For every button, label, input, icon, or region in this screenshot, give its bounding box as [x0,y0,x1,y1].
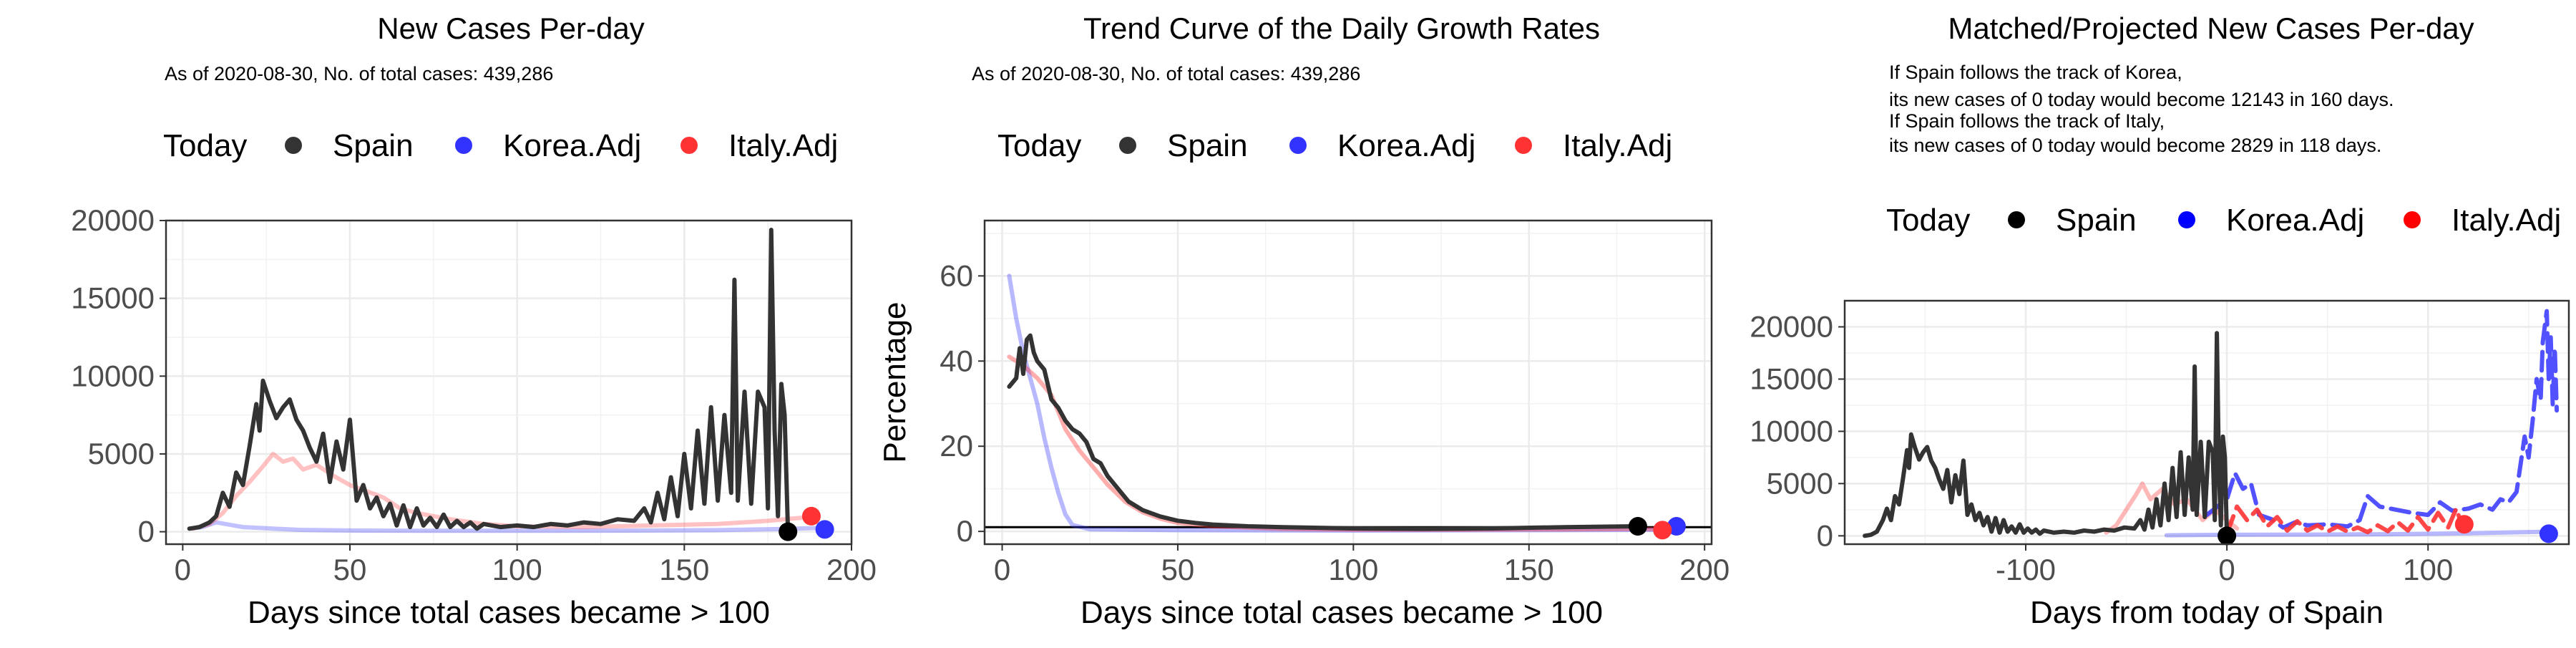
legend-marker-italy [680,137,698,154]
legend-label-italy: Italy.Adj [728,128,838,163]
legend-today-label: Today [997,128,1081,163]
y-tick-label: 20 [940,429,973,463]
legend-label-korea: Korea.Adj [1337,128,1475,163]
panel2-x-axis-label: Days since total cases became > 100 [1080,595,1603,630]
panel2-subtitle: As of 2020-08-30, No. of total cases: 43… [972,63,1360,84]
today-point-korea-adj [815,520,834,539]
series-line-spain [1007,333,1640,531]
panel3-note-line4: its new cases of 0 today would become 28… [1889,135,2381,156]
panel3-x-axis-label: Days from today of Spain [2030,595,2384,630]
panel2-plot: 0 50 100 150 200 0 20 40 60 [940,219,1729,586]
legend-today-label: Today [1886,203,1970,238]
legend-marker-korea [2178,211,2195,228]
panel1-x-axis-label: Days since total cases became > 100 [248,595,770,630]
y-tick-label: 5000 [88,437,155,470]
panel3-note-line1: If Spain follows the track of Korea, [1889,62,2182,83]
x-tick-label: 0 [994,553,1010,586]
y-tick-label: 20000 [1750,309,1833,343]
x-tick-label: 200 [826,553,877,586]
series-line-italy-adj [190,452,804,531]
series-line-italy-adj [2225,504,2467,536]
panel3-legend: Today Spain Korea.Adj Italy.Adj [1886,203,2561,238]
legend-marker-italy [1515,137,1532,154]
plot-background [985,221,1712,544]
y-tick-label: 15000 [71,281,155,315]
y-tick-label: 15000 [1750,362,1833,395]
y-tick-label: 0 [1817,518,1833,552]
x-tick-label: 50 [333,553,367,586]
plot-border [165,219,853,546]
y-tick-label: 10000 [71,359,155,392]
today-point-korea-adj [2539,524,2558,543]
x-tick-label: -100 [1996,553,2056,586]
legend-marker-korea [455,137,472,154]
x-tick-label: 0 [175,553,191,586]
x-tick-label: 150 [1504,553,1554,586]
panel3-note-line2: its new cases of 0 today would become 12… [1889,89,2394,110]
y-tick-label: 60 [940,258,973,292]
y-tick-label: 20000 [71,203,155,237]
legend-marker-spain [285,137,302,154]
today-point-korea-adj [1667,517,1686,536]
series-line-spain [187,228,791,534]
legend-label-spain: Spain [333,128,414,163]
x-tick-label: 150 [659,553,709,586]
today-point-spain [779,522,798,541]
legend-label-korea: Korea.Adj [2226,203,2364,238]
panel-projected-cases: Matched/Projected New Cases Per-day If S… [1750,11,2570,630]
series-line-korea-adj [2205,309,2560,530]
legend-label-italy: Italy.Adj [2451,203,2561,238]
y-tick-label: 40 [940,344,973,377]
legend-marker-korea [1289,137,1307,154]
legend-marker-spain [1119,137,1136,154]
x-tick-label: 0 [2218,553,2235,586]
panel3-note-line3: If Spain follows the track of Italy, [1889,110,2165,132]
legend-label-spain: Spain [1167,128,1248,163]
legend-label-italy: Italy.Adj [1563,128,1672,163]
panel3-title: Matched/Projected New Cases Per-day [1948,11,2474,45]
x-tick-label: 100 [2403,553,2453,586]
x-tick-label: 100 [492,553,542,586]
y-tick-label: 0 [957,514,973,548]
plot-border [1843,299,2570,546]
series-line-korea-adj [187,520,827,533]
panel2-title: Trend Curve of the Daily Growth Rates [1083,11,1600,45]
panel-new-cases: New Cases Per-day As of 2020-08-30, No. … [71,11,877,630]
x-tick-label: 200 [1679,553,1729,586]
legend-marker-italy [2404,211,2421,228]
legend-label-spain: Spain [2056,203,2137,238]
panel2-y-axis-label: Percentage [877,301,912,463]
today-point-spain [1628,517,1647,536]
today-point-italy-adj [1653,521,1672,540]
legend-marker-spain [2008,211,2025,228]
today-point-spain [2218,526,2237,546]
x-tick-label: 100 [1328,553,1378,586]
panel1-legend: Today Spain Korea.Adj Italy.Adj [163,128,838,163]
series-line-korea-adj [2164,529,2551,538]
y-tick-label: 10000 [1750,414,1833,448]
panel1-plot: 0 50 100 150 200 0 5000 10000 15000 20000 [71,203,877,586]
legend-today-label: Today [163,128,247,163]
panel1-subtitle: As of 2020-08-30, No. of total cases: 43… [165,63,553,84]
x-tick-label: 50 [1161,553,1195,586]
series-line-spain [1863,331,2230,538]
today-point-italy-adj [2454,515,2474,534]
panel3-plot: -100 0 100 0 5000 10000 15000 20000 [1750,299,2570,586]
panel1-title: New Cases Per-day [377,11,644,45]
y-tick-label: 0 [138,515,155,548]
y-tick-label: 5000 [1767,466,1833,500]
today-point-italy-adj [801,506,821,526]
panel-growth-rates: Trend Curve of the Daily Growth Rates As… [877,11,1729,630]
panel2-legend: Today Spain Korea.Adj Italy.Adj [997,128,1672,163]
legend-label-korea: Korea.Adj [503,128,641,163]
plot-border [983,219,1713,546]
